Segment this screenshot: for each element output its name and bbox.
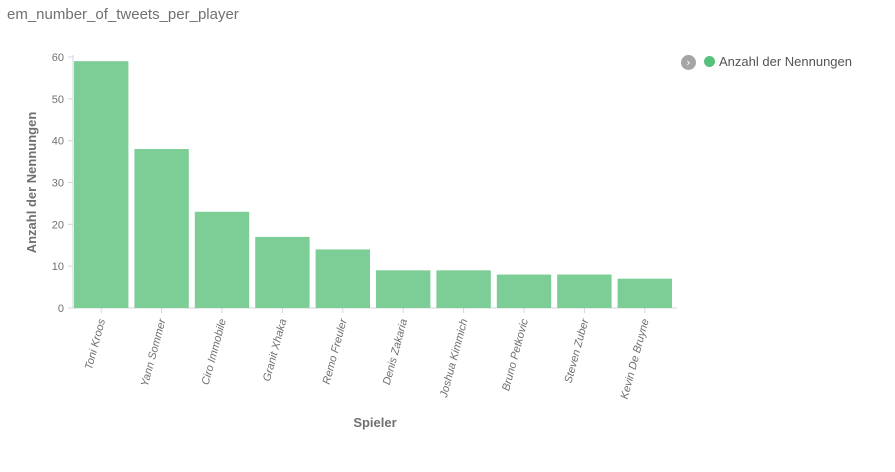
x-tick-label: Ciro Immobile <box>200 318 229 387</box>
x-tick-label: Bruno Petkovic <box>500 317 531 392</box>
y-tick-label: 30 <box>52 178 64 190</box>
bar <box>496 274 552 308</box>
bar <box>557 274 612 308</box>
x-axis-title: Spieler <box>353 415 396 430</box>
legend-label[interactable]: Anzahl der Nennungen <box>719 54 852 69</box>
legend-swatch[interactable] <box>704 56 715 67</box>
y-tick-label: 0 <box>58 303 64 315</box>
bar <box>134 149 189 308</box>
x-tick-label: Remo Freuler <box>321 316 350 385</box>
y-tick-label: 50 <box>52 94 64 106</box>
chevron-right-icon[interactable]: › <box>681 55 696 70</box>
y-tick-label: 10 <box>52 261 64 273</box>
y-tick-label: 60 <box>52 52 64 64</box>
bar <box>315 249 370 308</box>
x-tick-label: Yann Sommer <box>139 316 169 388</box>
bar <box>74 61 129 308</box>
legend: › Anzahl der Nennungen <box>681 53 852 70</box>
y-tick-label: 40 <box>52 136 64 148</box>
y-tick-label: 20 <box>52 219 64 231</box>
visualization-title: em_number_of_tweets_per_player <box>7 6 239 23</box>
x-tick-label: Toni Kroos <box>83 317 108 371</box>
x-tick-label: Granit Xhaka <box>261 318 289 383</box>
bar <box>617 278 672 308</box>
x-tick-label: Steven Zuber <box>563 316 592 384</box>
x-tick-label: Denis Zakaria <box>381 318 410 387</box>
x-tick-label: Kevin De Bruyne <box>619 318 652 401</box>
x-tick-label: Joshua Kimmich <box>438 318 471 400</box>
y-axis-title: Anzahl der Nennungen <box>24 112 39 254</box>
bar <box>255 236 310 308</box>
bar <box>376 270 431 308</box>
bar <box>436 270 491 308</box>
bar <box>194 211 250 308</box>
